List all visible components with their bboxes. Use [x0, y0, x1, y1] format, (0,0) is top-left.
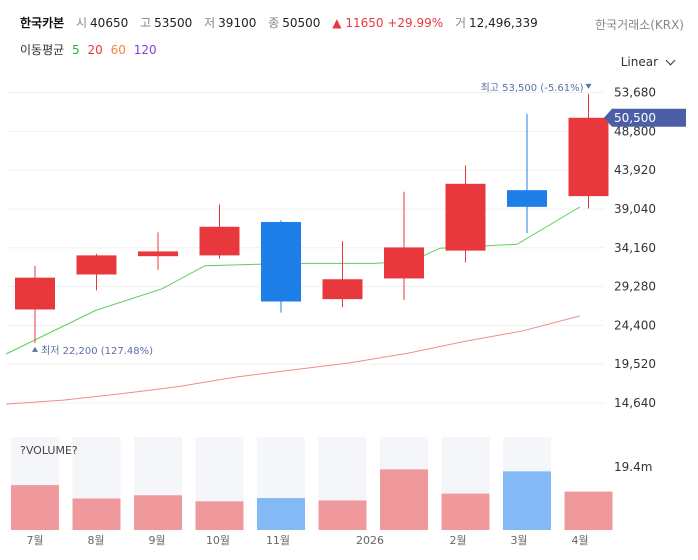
candle-body	[322, 279, 363, 300]
change-value: 11650	[345, 16, 384, 30]
volume-bar	[134, 495, 182, 530]
x-tick-label: 2월	[449, 534, 466, 547]
candle-body	[507, 190, 547, 207]
candle-5[interactable]	[261, 220, 301, 313]
volume-bar	[257, 498, 305, 530]
x-tick-label: 11월	[266, 534, 290, 547]
ma-20: 20	[87, 43, 103, 57]
candle-body	[568, 117, 609, 197]
volume-bar	[195, 501, 244, 530]
volume-bar	[380, 469, 428, 530]
up-triangle-icon	[32, 346, 38, 352]
candle-1[interactable]	[15, 265, 55, 343]
quote-header: 한국카본 시 40650 고 53500 저 39100 종 50500 ▲ 11650…	[20, 14, 546, 31]
scale-selector[interactable]: Linear	[620, 55, 676, 69]
low-value: 39100	[218, 16, 257, 30]
volume-bar	[318, 500, 367, 530]
volume-bar	[72, 498, 121, 530]
volume-bar	[11, 485, 59, 530]
volume-scale-tick: 19.4m	[614, 460, 652, 474]
volume-label: ?VOLUME?	[20, 444, 78, 457]
y-tick-label: 29,280	[614, 280, 656, 294]
y-tick-label: 39,040	[614, 202, 656, 216]
last-price-tag-bg	[604, 108, 686, 127]
high-value: 53500	[154, 16, 193, 30]
low-label: 저	[204, 16, 216, 30]
x-tick-label: 10월	[206, 534, 230, 547]
open-value: 40650	[90, 16, 129, 30]
volume-bar	[441, 493, 490, 530]
ma-120: 120	[133, 43, 157, 57]
stock-name: 한국카본	[20, 16, 65, 30]
y-tick-label: 19,520	[614, 357, 656, 371]
candle-7[interactable]	[384, 191, 424, 300]
x-tick-label: 8월	[87, 534, 104, 547]
moving-average-legend[interactable]: 이동평균 5 20 60 120	[20, 41, 157, 58]
scale-label: Linear	[620, 55, 658, 69]
high-label: 고	[140, 16, 152, 30]
open-label: 시	[76, 16, 88, 30]
change-percent: +29.99%	[387, 16, 444, 30]
candle-body	[199, 226, 240, 256]
y-tick-label: 24,400	[614, 318, 656, 332]
candle-body	[138, 251, 178, 257]
y-tick-label: 34,160	[614, 241, 656, 255]
ma-60: 60	[110, 43, 126, 57]
y-tick-label: 48,800	[614, 124, 656, 138]
candle-body	[76, 255, 117, 275]
volume-value: 12,496,339	[469, 16, 538, 30]
candle-body	[15, 277, 55, 310]
x-tick-label: 4월	[571, 534, 588, 547]
candle-4[interactable]	[199, 204, 240, 259]
change-arrow-icon: ▲	[332, 16, 342, 30]
ma20-line	[5, 315, 581, 405]
y-tick-label: 14,640	[614, 396, 656, 410]
x-tick-label: 2026	[356, 534, 384, 547]
candle-6[interactable]	[322, 241, 363, 308]
close-label: 종	[268, 16, 280, 30]
candle-2[interactable]	[76, 253, 117, 291]
x-tick-label: 9월	[148, 534, 165, 547]
volume-label: 거	[454, 16, 467, 30]
low-annotation: 최저 22,200 (127.48%)	[41, 345, 153, 357]
candle-body	[261, 221, 301, 302]
y-tick-label: 43,920	[614, 163, 656, 177]
x-tick-label: 3월	[510, 534, 527, 547]
candle-9[interactable]	[507, 113, 547, 234]
volume-bar	[503, 471, 551, 530]
x-tick-label: 7월	[26, 534, 43, 547]
candle-body	[384, 247, 424, 279]
ma-5: 5	[72, 43, 80, 57]
last-price-tag-label: 50,500	[614, 111, 656, 125]
candle-3[interactable]	[138, 232, 178, 270]
candle-8[interactable]	[445, 165, 486, 263]
down-triangle-icon	[585, 83, 592, 89]
exchange-name: 한국거래소(KRX)	[595, 18, 684, 32]
candle-body	[445, 183, 486, 251]
ma-label: 이동평균	[20, 43, 65, 57]
candle-10[interactable]	[568, 93, 609, 209]
last-price-tag: 50,500	[604, 108, 686, 127]
volume-bar	[564, 491, 613, 530]
y-tick-label: 53,680	[614, 86, 656, 100]
close-value: 50500	[282, 16, 321, 30]
high-annotation: 최고 53,500 (-5.61%)	[481, 82, 584, 94]
